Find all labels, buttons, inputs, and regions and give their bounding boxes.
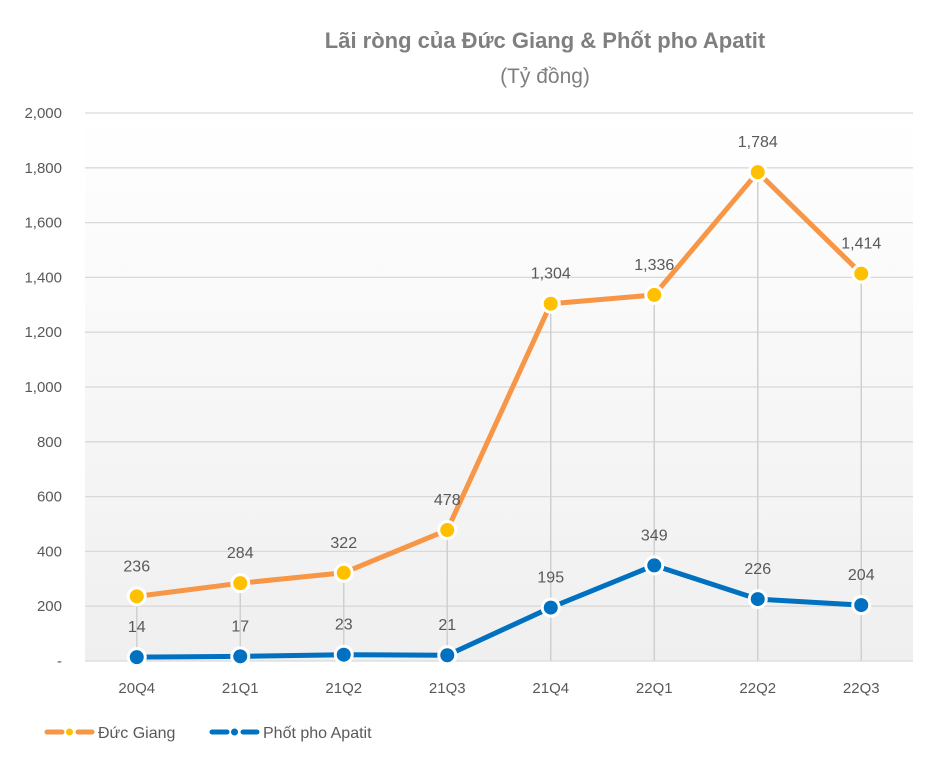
data-point: [644, 555, 665, 576]
x-tick-label: 22Q2: [739, 680, 776, 697]
y-tick-label: 1,800: [24, 160, 62, 177]
data-point: [644, 284, 665, 305]
data-label: 17: [231, 618, 249, 635]
data-point: [437, 520, 458, 541]
data-label: 195: [537, 570, 564, 587]
series-line: [136, 169, 863, 599]
data-point: [230, 573, 251, 594]
series-line: [136, 562, 862, 660]
data-point: [851, 263, 872, 284]
x-tick-label: 20Q4: [118, 680, 155, 697]
data-point: [747, 589, 768, 610]
y-tick-label: 1,200: [24, 324, 62, 341]
y-tick-label: -: [57, 653, 62, 670]
data-label: 478: [434, 492, 461, 509]
data-label: 226: [744, 561, 771, 578]
data-point: [437, 645, 458, 666]
data-point: [747, 162, 768, 183]
data-point: [540, 293, 561, 314]
x-tick-label: 21Q4: [532, 680, 569, 697]
legend-marker: [66, 728, 73, 736]
x-tick-label: 21Q2: [325, 680, 362, 697]
data-label: 284: [227, 545, 254, 562]
y-tick-label: 600: [37, 489, 62, 506]
y-tick-label: 200: [37, 598, 62, 615]
y-tick-label: 400: [37, 543, 62, 560]
data-label: 1,336: [634, 257, 674, 274]
data-point: [540, 597, 561, 618]
data-label: 1,784: [738, 134, 778, 151]
data-point: [333, 644, 354, 665]
data-label: 236: [123, 558, 150, 575]
x-tick-label: 21Q1: [222, 680, 259, 697]
data-label: 204: [848, 567, 875, 584]
data-point: [126, 647, 147, 668]
y-tick-label: 2,000: [24, 105, 62, 122]
y-tick-label: 1,400: [24, 269, 62, 286]
y-tick-label: 1,000: [24, 379, 62, 396]
data-label: 1,414: [841, 236, 881, 253]
data-point: [333, 562, 354, 583]
y-tick-label: 1,600: [24, 215, 62, 232]
x-tick-label: 22Q3: [843, 680, 880, 697]
data-label: 322: [330, 535, 357, 552]
legend-label: Đức Giang: [98, 725, 175, 742]
data-point: [126, 586, 147, 607]
chart-title: Lãi ròng của Đức Giang & Phốt pho Apatit: [325, 28, 766, 53]
data-label: 14: [128, 619, 146, 636]
y-tick-label: 800: [37, 434, 62, 451]
data-label: 23: [335, 617, 353, 634]
data-point: [851, 595, 872, 616]
data-label: 349: [641, 527, 668, 544]
chart-subtitle: (Tỷ đồng): [500, 65, 590, 88]
legend-marker: [231, 728, 238, 736]
x-tick-label: 21Q3: [429, 680, 466, 697]
x-tick-label: 22Q1: [636, 680, 673, 697]
legend-label: Phốt pho Apatit: [263, 725, 372, 742]
data-point: [230, 646, 251, 667]
data-label: 1,304: [531, 266, 571, 283]
data-label: 21: [438, 617, 456, 634]
